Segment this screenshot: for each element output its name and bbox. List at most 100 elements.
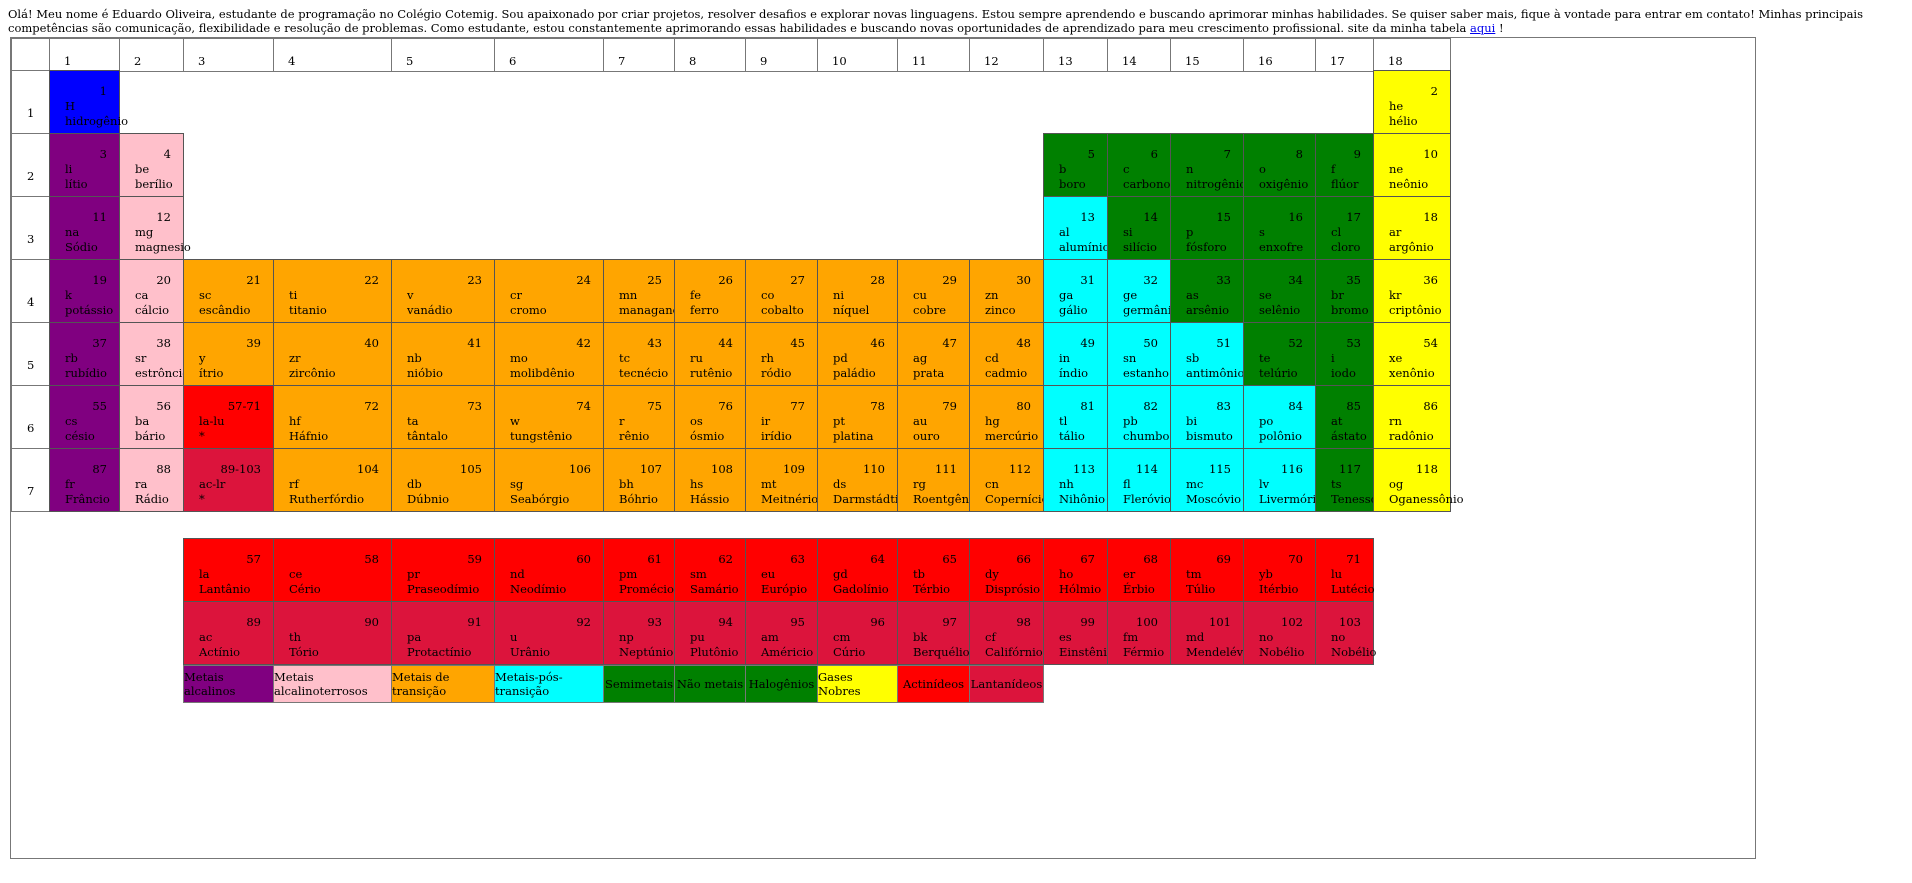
element-cell[interactable]: 89-103 ac-lr * bbox=[183, 448, 274, 512]
element-cell[interactable]: 61 pm Promécio bbox=[603, 538, 675, 602]
element-cell[interactable]: 69 tm Túlio bbox=[1170, 538, 1244, 602]
table-link[interactable]: aqui bbox=[1470, 21, 1496, 35]
element-cell[interactable]: 46 pd paládio bbox=[817, 322, 898, 386]
element-cell[interactable]: 39 y ítrio bbox=[183, 322, 274, 386]
element-cell[interactable]: 45 rh ródio bbox=[745, 322, 818, 386]
element-cell[interactable]: 78 pt platina bbox=[817, 385, 898, 449]
element-cell[interactable]: 112 cn Copernício bbox=[969, 448, 1049, 512]
element-cell[interactable]: 16 s enxofre bbox=[1243, 196, 1316, 260]
element-cell[interactable]: 60 nd Neodímio bbox=[494, 538, 604, 602]
element-cell[interactable]: 32 ge germânio bbox=[1107, 259, 1178, 323]
element-cell[interactable]: 58 ce Cério bbox=[273, 538, 392, 602]
element-cell[interactable]: 37 rb rubídio bbox=[49, 322, 120, 386]
element-cell[interactable]: 102 no Nobélio bbox=[1243, 601, 1316, 665]
element-cell[interactable]: 20 ca cálcio bbox=[119, 259, 184, 323]
element-cell[interactable]: 57-71 la-lu * bbox=[183, 385, 274, 449]
element-cell[interactable]: 17 cl cloro bbox=[1315, 196, 1374, 260]
element-cell[interactable]: 65 tb Térbio bbox=[897, 538, 970, 602]
element-cell[interactable]: 35 br bromo bbox=[1315, 259, 1374, 323]
element-cell[interactable]: 90 th Tório bbox=[273, 601, 392, 665]
element-cell[interactable]: 28 ni níquel bbox=[817, 259, 898, 323]
element-cell[interactable]: 100 fm Férmio bbox=[1107, 601, 1171, 665]
element-cell[interactable]: 105 db Dúbnio bbox=[391, 448, 495, 512]
element-cell[interactable]: 12 mg magnesio bbox=[119, 196, 191, 260]
element-cell[interactable]: 14 si silício bbox=[1107, 196, 1171, 260]
element-cell[interactable]: 117 ts Tenesso bbox=[1315, 448, 1378, 512]
element-cell[interactable]: 68 er Érbio bbox=[1107, 538, 1171, 602]
element-cell[interactable]: 27 co cobalto bbox=[745, 259, 818, 323]
element-cell[interactable]: 103 no Nobélio bbox=[1315, 601, 1376, 665]
element-cell[interactable]: 116 lv Livermório bbox=[1243, 448, 1323, 512]
element-cell[interactable]: 38 sr estrôncio bbox=[119, 322, 189, 386]
element-cell[interactable]: 29 cu cobre bbox=[897, 259, 970, 323]
element-cell[interactable]: 62 sm Samário bbox=[674, 538, 746, 602]
element-cell[interactable]: 59 pr Praseodímio bbox=[391, 538, 495, 602]
element-cell[interactable]: 110 ds Darmstádtio bbox=[817, 448, 905, 512]
element-cell[interactable]: 80 hg mercúrio bbox=[969, 385, 1044, 449]
element-cell[interactable]: 19 k potássio bbox=[49, 259, 120, 323]
element-cell[interactable]: 26 fe ferro bbox=[674, 259, 746, 323]
element-cell[interactable]: 23 v vanádio bbox=[391, 259, 495, 323]
element-cell[interactable]: 2 he hélio bbox=[1373, 70, 1451, 134]
element-cell[interactable]: 44 ru rutênio bbox=[674, 322, 746, 386]
element-cell[interactable]: 33 as arsênio bbox=[1170, 259, 1244, 323]
element-cell[interactable]: 52 te telúrio bbox=[1243, 322, 1316, 386]
element-cell[interactable]: 6 c carbono bbox=[1107, 133, 1171, 197]
element-cell[interactable]: 54 xe xenônio bbox=[1373, 322, 1451, 386]
element-cell[interactable]: 106 sg Seabórgio bbox=[494, 448, 604, 512]
element-cell[interactable]: 8 o oxigênio bbox=[1243, 133, 1316, 197]
element-cell[interactable]: 5 b boro bbox=[1043, 133, 1108, 197]
element-cell[interactable]: 87 fr Frâncio bbox=[49, 448, 120, 512]
element-cell[interactable]: 93 np Neptúnio bbox=[603, 601, 675, 665]
element-cell[interactable]: 108 hs Hássio bbox=[674, 448, 746, 512]
element-cell[interactable]: 11 na Sódio bbox=[49, 196, 120, 260]
element-cell[interactable]: 49 in índio bbox=[1043, 322, 1108, 386]
element-cell[interactable]: 63 eu Európio bbox=[745, 538, 818, 602]
element-cell[interactable]: 79 au ouro bbox=[897, 385, 970, 449]
element-cell[interactable]: 115 mc Moscóvio bbox=[1170, 448, 1244, 512]
element-cell[interactable]: 67 ho Hólmio bbox=[1043, 538, 1108, 602]
element-cell[interactable]: 50 sn estanho bbox=[1107, 322, 1171, 386]
element-cell[interactable]: 15 p fósforo bbox=[1170, 196, 1244, 260]
element-cell[interactable]: 101 md Mendelévio bbox=[1170, 601, 1254, 665]
element-cell[interactable]: 3 li lítio bbox=[49, 133, 120, 197]
element-cell[interactable]: 91 pa Protactínio bbox=[391, 601, 495, 665]
element-cell[interactable]: 9 f flúor bbox=[1315, 133, 1374, 197]
element-cell[interactable]: 77 ir irídio bbox=[745, 385, 818, 449]
element-cell[interactable]: 51 sb antimônio bbox=[1170, 322, 1244, 386]
element-cell[interactable]: 81 tl tálio bbox=[1043, 385, 1108, 449]
element-cell[interactable]: 66 dy Disprósio bbox=[969, 538, 1044, 602]
element-cell[interactable]: 56 ba bário bbox=[119, 385, 184, 449]
element-cell[interactable]: 55 cs césio bbox=[49, 385, 120, 449]
element-cell[interactable]: 84 po polônio bbox=[1243, 385, 1316, 449]
element-cell[interactable]: 97 bk Berquélio bbox=[897, 601, 970, 665]
element-cell[interactable]: 42 mo molibdênio bbox=[494, 322, 604, 386]
element-cell[interactable]: 89 ac Actínio bbox=[183, 601, 274, 665]
element-cell[interactable]: 98 cf Califórnio bbox=[969, 601, 1044, 665]
element-cell[interactable]: 92 u Urânio bbox=[494, 601, 604, 665]
element-cell[interactable]: 95 am Américio bbox=[745, 601, 818, 665]
element-cell[interactable]: 40 zr zircônio bbox=[273, 322, 392, 386]
element-cell[interactable]: 76 os ósmio bbox=[674, 385, 746, 449]
element-cell[interactable]: 71 lu Lutécio bbox=[1315, 538, 1375, 602]
element-cell[interactable]: 21 sc escândio bbox=[183, 259, 274, 323]
element-cell[interactable]: 94 pu Plutônio bbox=[674, 601, 746, 665]
element-cell[interactable]: 86 rn radônio bbox=[1373, 385, 1451, 449]
element-cell[interactable]: 85 at ástato bbox=[1315, 385, 1374, 449]
element-cell[interactable]: 22 ti titanio bbox=[273, 259, 392, 323]
element-cell[interactable]: 10 ne neônio bbox=[1373, 133, 1451, 197]
element-cell[interactable]: 18 ar argônio bbox=[1373, 196, 1451, 260]
element-cell[interactable]: 41 nb nióbio bbox=[391, 322, 495, 386]
element-cell[interactable]: 73 ta tântalo bbox=[391, 385, 495, 449]
element-cell[interactable]: 24 cr cromo bbox=[494, 259, 604, 323]
element-cell[interactable]: 109 mt Meitnério bbox=[745, 448, 818, 512]
element-cell[interactable]: 114 fl Fleróvio bbox=[1107, 448, 1171, 512]
element-cell[interactable]: 34 se selênio bbox=[1243, 259, 1316, 323]
element-cell[interactable]: 88 ra Rádio bbox=[119, 448, 184, 512]
element-cell[interactable]: 53 i iodo bbox=[1315, 322, 1374, 386]
element-cell[interactable]: 25 mn managanês bbox=[603, 259, 685, 323]
element-cell[interactable]: 36 kr criptônio bbox=[1373, 259, 1451, 323]
element-cell[interactable]: 75 r rênio bbox=[603, 385, 675, 449]
element-cell[interactable]: 4 be berílio bbox=[119, 133, 184, 197]
